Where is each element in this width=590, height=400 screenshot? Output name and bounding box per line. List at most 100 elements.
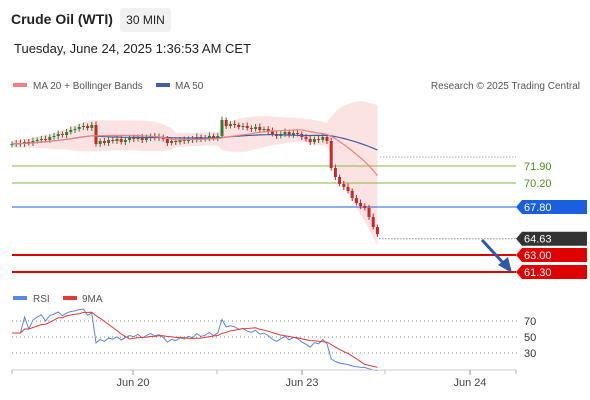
x-axis: Jun 20 Jun 23 Jun 24 — [11, 369, 517, 389]
level-tag-shape — [516, 265, 587, 279]
ma50-legend-swatch — [156, 83, 170, 87]
candle-body — [317, 139, 321, 140]
level-tag-shape — [516, 231, 587, 246]
candle-body — [228, 124, 232, 126]
candle-body — [115, 139, 119, 141]
candle-body — [237, 125, 241, 127]
candle-body — [270, 131, 274, 134]
candle-body — [69, 130, 73, 132]
level-label: 67.80 — [524, 202, 552, 214]
candle-body — [182, 140, 186, 141]
candle-body — [258, 127, 262, 130]
candle-body — [367, 208, 371, 217]
rsi-ma-line — [12, 311, 378, 368]
candle-body — [338, 177, 342, 184]
x-tick-label: Jun 20 — [116, 377, 149, 389]
candle-body — [212, 136, 216, 138]
candle-body — [39, 139, 43, 140]
level-tag-shape — [516, 200, 587, 214]
candle-body — [291, 133, 295, 135]
candle-body — [245, 126, 249, 128]
candle-body — [354, 198, 358, 203]
candle-body — [262, 129, 266, 130]
rsi-line — [12, 308, 378, 372]
x-tick-label: Jun 24 — [453, 377, 486, 389]
level-tag: 64.63 — [516, 231, 587, 246]
candle-body — [170, 141, 174, 143]
ma20-legend-swatch — [13, 83, 27, 87]
projection-arrow — [480, 238, 512, 273]
candle-body — [65, 132, 69, 135]
candle-body — [144, 138, 148, 140]
timeframe-button[interactable] — [120, 8, 171, 32]
candle-body — [233, 124, 237, 125]
rsi-legend-label: RSI — [33, 294, 50, 305]
candle-body — [304, 137, 308, 139]
x-tick-label: Jun 23 — [285, 377, 318, 389]
ma20-line — [11, 129, 378, 176]
level-label: 63.00 — [524, 250, 552, 262]
price-levels: 71.90 70.20 67.80 64.63 63.00 61.30 — [12, 156, 587, 279]
level-tag: 63.00 — [516, 248, 587, 262]
candle-body — [111, 140, 115, 141]
candle-body — [266, 129, 270, 131]
candle-body — [107, 140, 111, 143]
candle-body — [27, 142, 31, 143]
candle-body — [48, 137, 52, 140]
candle-body — [52, 136, 56, 137]
candle-body — [90, 125, 94, 128]
ma50-legend-label: MA 50 — [175, 81, 204, 92]
candle-body — [207, 136, 211, 138]
candle-body — [119, 139, 123, 142]
datetime-text: Tuesday, June 24, 2025 1:36:53 AM CET — [14, 41, 251, 56]
candle-body — [128, 138, 132, 140]
candle-body — [123, 140, 127, 142]
instrument-title: Crude Oil (WTI) — [11, 11, 113, 27]
candle-body — [132, 138, 136, 139]
candle-body — [350, 191, 354, 198]
candle-body — [102, 141, 106, 143]
candlesticks — [10, 116, 379, 237]
level-tag: 61.30 — [516, 265, 587, 279]
candle-body — [283, 132, 287, 134]
candle-body — [73, 129, 77, 130]
candle-body — [81, 126, 85, 127]
candle-body — [359, 203, 363, 206]
level-label: 71.90 — [524, 161, 552, 173]
candle-body — [174, 141, 178, 142]
rsi-ma-legend-swatch — [63, 296, 77, 300]
rsi-axis-label: 70 — [524, 316, 536, 328]
candle-body — [10, 144, 14, 145]
level-label: 70.20 — [524, 178, 552, 190]
credit-text: Research © 2025 Trading Central — [431, 81, 580, 92]
moving-averages — [11, 129, 378, 176]
ma20-legend-label: MA 20 + Bollinger Bands — [33, 81, 143, 92]
candle-body — [254, 127, 258, 129]
candle-body — [94, 125, 98, 144]
candle-body — [165, 139, 169, 143]
candle-body — [241, 126, 245, 127]
candle-body — [249, 128, 253, 129]
candle-body — [321, 137, 325, 140]
candle-body — [224, 120, 228, 126]
level-tag: 67.80 — [516, 200, 587, 214]
rsi-legend-swatch — [13, 296, 27, 300]
candle-body — [329, 141, 333, 168]
candle-body — [346, 187, 350, 191]
timeframe-label: 30 MIN — [126, 13, 165, 27]
level-tag-shape — [516, 248, 587, 262]
level-label: 64.63 — [524, 234, 552, 246]
candle-body — [220, 120, 224, 136]
candle-body — [296, 133, 300, 134]
candle-body — [312, 139, 316, 142]
candle-body — [375, 227, 379, 234]
candle-body — [363, 206, 367, 208]
rsi-axis-label: 50 — [524, 332, 536, 344]
candle-body — [333, 168, 337, 177]
rsi-panel: 70 50 30 — [12, 308, 536, 372]
rsi-ma-legend-label: 9MA — [82, 294, 103, 305]
rsi-axis-label: 30 — [524, 348, 536, 360]
candle-body — [31, 141, 35, 143]
candle-body — [308, 139, 312, 142]
candle-body — [325, 137, 329, 141]
